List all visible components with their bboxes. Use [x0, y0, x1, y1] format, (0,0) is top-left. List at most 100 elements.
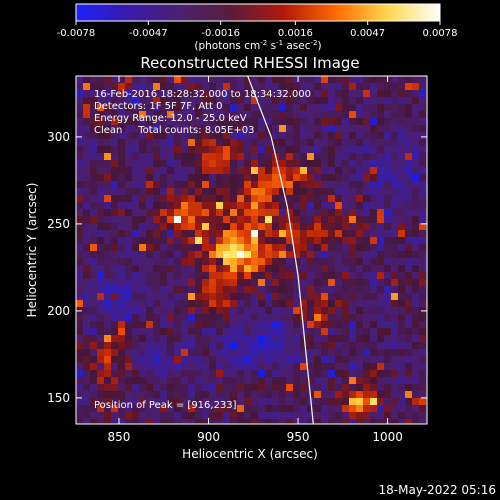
image-pixel — [167, 118, 175, 126]
image-pixel — [314, 146, 322, 154]
image-pixel — [146, 251, 154, 259]
image-pixel — [118, 125, 126, 133]
image-pixel — [167, 300, 175, 308]
image-pixel — [279, 314, 287, 322]
image-pixel — [132, 125, 140, 133]
image-pixel — [125, 202, 133, 210]
image-pixel — [202, 314, 210, 322]
image-pixel — [111, 76, 119, 84]
image-pixel — [321, 405, 329, 413]
image-pixel — [405, 216, 413, 224]
image-pixel — [265, 398, 273, 406]
image-pixel — [167, 258, 175, 266]
image-pixel — [97, 251, 105, 259]
image-pixel — [300, 83, 308, 91]
image-pixel — [181, 356, 189, 364]
image-pixel — [188, 349, 196, 357]
image-pixel — [90, 384, 98, 392]
image-pixel — [293, 111, 301, 119]
image-pixel — [356, 125, 364, 133]
image-pixel — [125, 321, 133, 329]
image-pixel — [195, 405, 203, 413]
image-pixel — [384, 181, 392, 189]
image-pixel — [370, 188, 378, 196]
image-pixel — [279, 370, 287, 378]
image-pixel — [251, 104, 259, 112]
image-pixel — [90, 370, 98, 378]
image-pixel — [132, 265, 140, 273]
image-pixel — [265, 272, 273, 280]
image-pixel — [272, 377, 280, 385]
image-pixel — [328, 216, 336, 224]
image-pixel — [293, 216, 301, 224]
image-pixel — [265, 314, 273, 322]
image-pixel — [216, 356, 224, 364]
image-pixel — [139, 342, 147, 350]
image-pixel — [216, 370, 224, 378]
image-pixel — [202, 202, 210, 210]
image-pixel — [181, 244, 189, 252]
image-pixel — [342, 328, 350, 336]
image-pixel — [174, 412, 182, 420]
image-pixel — [370, 181, 378, 189]
image-pixel — [160, 405, 168, 413]
image-pixel — [265, 349, 273, 357]
image-pixel — [349, 293, 357, 301]
image-pixel — [146, 174, 154, 182]
image-pixel — [384, 195, 392, 203]
image-pixel — [216, 216, 224, 224]
image-pixel — [139, 356, 147, 364]
image-pixel — [258, 349, 266, 357]
image-pixel — [146, 160, 154, 168]
image-pixel — [111, 160, 119, 168]
image-pixel — [321, 188, 329, 196]
image-pixel — [398, 111, 406, 119]
image-pixel — [160, 167, 168, 175]
image-pixel — [293, 237, 301, 245]
image-pixel — [279, 111, 287, 119]
image-pixel — [209, 195, 217, 203]
image-pixel — [244, 391, 252, 399]
image-pixel — [244, 202, 252, 210]
image-pixel — [279, 391, 287, 399]
image-pixel — [132, 384, 140, 392]
image-pixel — [384, 237, 392, 245]
image-pixel — [111, 111, 119, 119]
image-pixel — [167, 223, 175, 231]
image-pixel — [132, 258, 140, 266]
image-pixel — [363, 384, 371, 392]
image-pixel — [251, 307, 259, 315]
image-pixel — [307, 111, 315, 119]
image-pixel — [300, 405, 308, 413]
image-pixel — [139, 97, 147, 105]
image-pixel — [167, 97, 175, 105]
image-pixel — [83, 174, 91, 182]
image-pixel — [370, 244, 378, 252]
image-pixel — [160, 384, 168, 392]
image-pixel — [216, 174, 224, 182]
image-pixel — [300, 97, 308, 105]
image-pixel — [279, 419, 287, 424]
image-pixel — [83, 251, 91, 259]
image-pixel — [202, 230, 210, 238]
image-pixel — [132, 356, 140, 364]
image-pixel — [419, 335, 427, 343]
image-pixel — [307, 265, 315, 273]
image-pixel — [153, 125, 161, 133]
image-pixel — [419, 314, 427, 322]
image-pixel — [300, 419, 308, 424]
image-pixel — [272, 195, 280, 203]
image-pixel — [258, 286, 266, 294]
image-pixel — [146, 300, 154, 308]
image-pixel — [181, 258, 189, 266]
image-pixel — [251, 412, 259, 420]
image-pixel — [104, 188, 112, 196]
image-pixel — [293, 181, 301, 189]
image-pixel — [391, 314, 399, 322]
image-pixel — [286, 188, 294, 196]
image-pixel — [342, 90, 350, 98]
image-pixel — [118, 104, 126, 112]
image-pixel — [139, 244, 147, 252]
image-pixel — [139, 202, 147, 210]
image-pixel — [83, 265, 91, 273]
